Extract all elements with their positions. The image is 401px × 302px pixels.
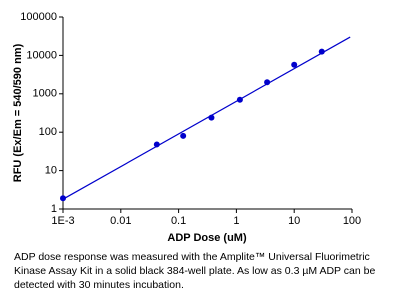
data-point: [291, 61, 298, 68]
x-tick-label: 1: [233, 215, 239, 227]
x-axis-title: ADP Dose (uM): [167, 232, 247, 244]
y-tick-label: 100: [39, 126, 57, 138]
y-tick-label: 1000: [33, 88, 57, 100]
data-point: [180, 132, 187, 139]
y-tick-label: 10000: [26, 49, 57, 61]
x-tick-label: 100: [343, 215, 361, 227]
y-tick-label: 10: [45, 165, 57, 177]
data-point: [264, 79, 271, 86]
y-tick-label: 1: [51, 203, 57, 215]
y-axis-title: RFU (Ex/Em = 540/590 nm): [12, 43, 24, 182]
y-tick-label: 100000: [20, 11, 57, 23]
data-point: [60, 195, 66, 202]
data-point: [208, 114, 215, 121]
x-tick-label: 1E-3: [51, 215, 74, 227]
x-tick-label: 0.1: [171, 215, 186, 227]
data-point: [236, 96, 243, 103]
caption: ADP dose response was measured with the …: [14, 251, 376, 291]
x-tick-label: 0.01: [110, 215, 131, 227]
data-point: [153, 141, 160, 148]
chart: ADP Dose (uM) RFU (Ex/Em = 540/590 nm) 1…: [12, 11, 361, 244]
fit-line: [62, 36, 351, 200]
data-point: [318, 48, 325, 55]
x-tick-label: 10: [288, 215, 300, 227]
